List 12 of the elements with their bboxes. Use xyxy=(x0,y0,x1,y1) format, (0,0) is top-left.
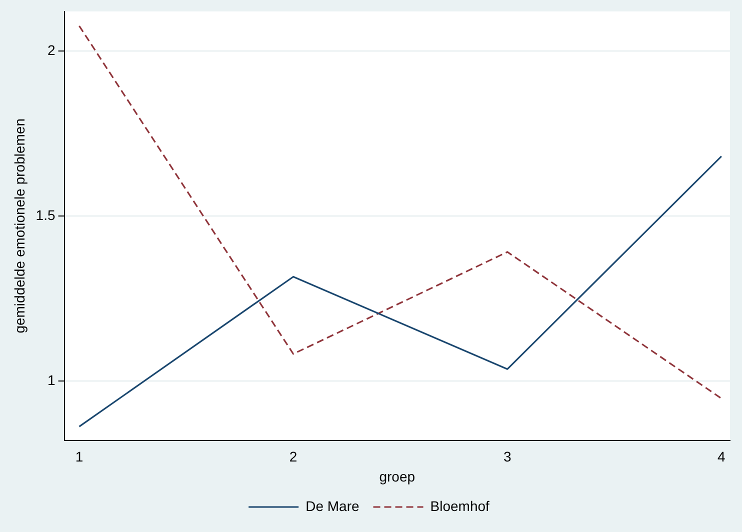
x-tick-label: 2 xyxy=(289,448,298,465)
y-tick-label: 1 xyxy=(47,372,56,388)
line-series xyxy=(78,25,722,400)
x-tick-label: 4 xyxy=(718,448,726,465)
y-tick-label: 1.5 xyxy=(36,206,56,223)
y-tick-label: 2 xyxy=(47,42,56,58)
x-tick-label: 3 xyxy=(503,448,512,465)
x-tick-label: 1 xyxy=(75,448,84,465)
x-axis-title: groep xyxy=(379,468,416,484)
y-axis-title: gemiddelde emotionele problemen xyxy=(11,118,28,334)
legend-label: Bloemhof xyxy=(430,498,490,514)
legend-label: De Mare xyxy=(306,498,360,514)
